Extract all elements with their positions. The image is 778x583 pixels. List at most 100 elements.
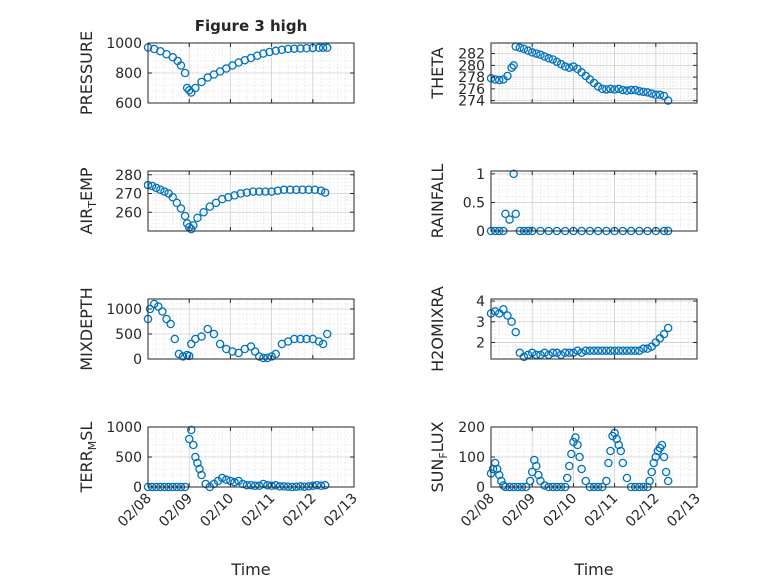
y-axis-label: THETA [428, 47, 447, 99]
data-point [655, 90, 665, 100]
data-point [509, 169, 518, 179]
y-tick-label: 270 [115, 187, 142, 203]
data-point [626, 85, 636, 95]
data-point [290, 334, 299, 344]
figure-title: Figure 3 high [195, 17, 308, 35]
data-point [176, 204, 186, 213]
data-point [296, 482, 305, 491]
data-point [263, 480, 272, 490]
data-point [490, 75, 500, 84]
subplot-mixdepth: 0 500 1000 MIXDEPTH [77, 287, 355, 371]
axes-box [147, 298, 355, 360]
data-point [523, 350, 533, 360]
data-point [197, 332, 206, 341]
data-point [242, 188, 252, 197]
data-point [312, 480, 322, 490]
data-point [290, 44, 299, 53]
data-point [548, 55, 558, 64]
x-tick-label: 02/13 [321, 491, 361, 531]
y-tick-label: 100 [458, 450, 485, 466]
y-tick-label: 600 [115, 96, 142, 112]
data-point [643, 344, 652, 353]
data-point [532, 350, 541, 360]
data-point [509, 61, 518, 70]
data-point [635, 346, 644, 355]
data-point [505, 215, 514, 224]
subplot-rainfall: 0 0.5 1 RAINFALL [428, 164, 698, 240]
data-point [158, 307, 167, 316]
data-point [189, 221, 198, 230]
data-point [519, 44, 529, 54]
data-point [499, 481, 508, 490]
data-point [571, 433, 580, 442]
data-point [544, 54, 553, 63]
data-point [203, 324, 212, 334]
data-point [565, 348, 574, 358]
y-axis-label: SUNFLUX [428, 421, 450, 492]
data-point [507, 317, 516, 327]
data-point [271, 480, 280, 490]
data-point [316, 481, 326, 491]
data-point [511, 209, 520, 219]
data-point [663, 476, 673, 486]
data-point [187, 425, 196, 435]
data-point [246, 480, 256, 490]
data-point [267, 187, 276, 196]
data-point [222, 475, 231, 485]
x-tick-label: 02/13 [664, 491, 704, 531]
data-point [322, 43, 332, 52]
data-point [250, 347, 260, 356]
data-point [302, 334, 311, 344]
x-axis-label-left: Time [230, 560, 270, 579]
data-point [659, 91, 669, 101]
data-point [647, 89, 656, 98]
data-point [211, 198, 221, 208]
data-point [532, 461, 541, 471]
y-tick-label: 0 [476, 224, 485, 240]
axes-box [490, 298, 698, 360]
data-point [519, 352, 529, 362]
y-tick-label: 0.5 [463, 195, 485, 211]
data-point [285, 185, 295, 194]
data-point [527, 48, 537, 57]
data-point [166, 319, 175, 329]
data-point [254, 352, 264, 361]
y-tick-label: 278 [458, 70, 485, 86]
x-tick-label: 02/11 [582, 491, 622, 531]
data-point [191, 83, 200, 93]
data-point [540, 52, 549, 61]
data-point [310, 185, 320, 194]
data-point [497, 476, 506, 486]
data-point [271, 349, 280, 359]
data-point [230, 477, 239, 487]
y-tick-label: 500 [115, 450, 142, 466]
data-point [659, 452, 669, 462]
data-point [275, 482, 285, 491]
data-point [614, 346, 623, 355]
data-point [651, 90, 661, 100]
data-point [184, 351, 194, 361]
data-point [494, 75, 504, 85]
data-point [170, 334, 180, 344]
data-point [267, 352, 276, 361]
x-tick-label: 02/09 [499, 491, 539, 531]
data-point [180, 68, 190, 78]
data-point [618, 458, 628, 468]
subplot-air_temp: 260 270 280 AIRTEMP [77, 167, 355, 235]
data-point [215, 339, 225, 349]
y-axis-label: MIXDEPTH [77, 287, 96, 370]
data-point [581, 476, 591, 486]
y-tick-label: 1000 [106, 420, 142, 436]
y-axis-label: H2OMIXRA [428, 286, 447, 372]
data-point [575, 452, 584, 462]
data-point [581, 346, 591, 355]
data-point [267, 481, 276, 491]
data-point [548, 348, 558, 358]
data-point [199, 207, 208, 217]
y-tick-label: 0 [133, 352, 142, 368]
y-axis-label: TERRMSL [77, 422, 99, 494]
data-point [639, 344, 648, 353]
data-point [569, 62, 578, 71]
